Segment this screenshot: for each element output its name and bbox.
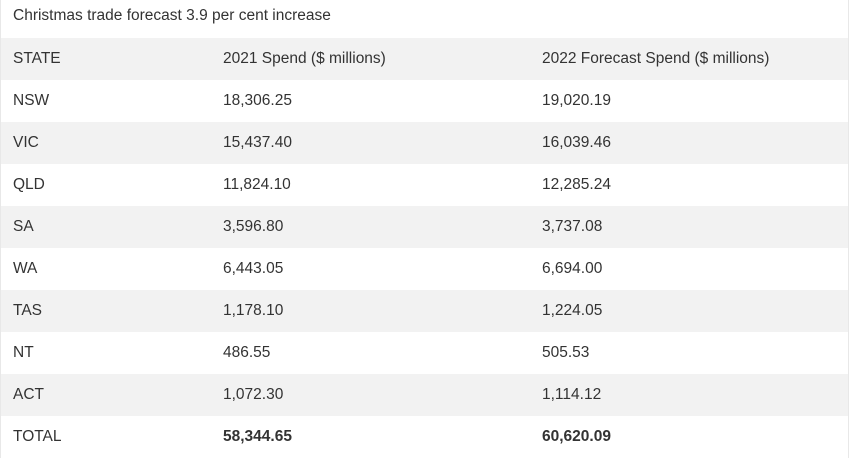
spend-2022-cell: 1,114.12 [530, 374, 848, 416]
column-header-2022-forecast: 2022 Forecast Spend ($ millions) [530, 38, 848, 80]
table-title: Christmas trade forecast 3.9 per cent in… [13, 7, 331, 24]
spend-2021-cell: 486.55 [211, 332, 530, 374]
table-row: NSW 18,306.25 19,020.19 [1, 80, 848, 122]
table-row: VIC 15,437.40 16,039.46 [1, 122, 848, 164]
spend-2022-cell: 6,694.00 [530, 248, 848, 290]
column-header-2021-spend: 2021 Spend ($ millions) [211, 38, 530, 80]
state-cell: TAS [1, 290, 211, 332]
spend-2022-cell: 3,737.08 [530, 206, 848, 248]
spend-2021-cell: 15,437.40 [211, 122, 530, 164]
spend-2021-cell: 11,824.10 [211, 164, 530, 206]
total-row: TOTAL 58,344.65 60,620.09 [1, 416, 848, 458]
spend-2021-cell: 18,306.25 [211, 80, 530, 122]
spend-2022-cell: 16,039.46 [530, 122, 848, 164]
total-2021-cell: 58,344.65 [211, 416, 530, 458]
spend-2022-cell: 19,020.19 [530, 80, 848, 122]
table-header-row: STATE 2021 Spend ($ millions) 2022 Forec… [1, 38, 848, 80]
state-cell: ACT [1, 374, 211, 416]
table-body: NSW 18,306.25 19,020.19 VIC 15,437.40 16,039.… [1, 80, 848, 458]
state-cell: NT [1, 332, 211, 374]
state-cell: WA [1, 248, 211, 290]
spend-2021-cell: 1,178.10 [211, 290, 530, 332]
state-cell: NSW [1, 80, 211, 122]
table-row: TAS 1,178.10 1,224.05 [1, 290, 848, 332]
state-cell: QLD [1, 164, 211, 206]
total-label-cell: TOTAL [1, 416, 211, 458]
spend-2022-cell: 12,285.24 [530, 164, 848, 206]
table-row: WA 6,443.05 6,694.00 [1, 248, 848, 290]
forecast-table: STATE 2021 Spend ($ millions) 2022 Forec… [1, 38, 848, 458]
table-row: QLD 11,824.10 12,285.24 [1, 164, 848, 206]
state-cell: SA [1, 206, 211, 248]
table-row: SA 3,596.80 3,737.08 [1, 206, 848, 248]
table-row: NT 486.55 505.53 [1, 332, 848, 374]
spend-2021-cell: 3,596.80 [211, 206, 530, 248]
spend-2022-cell: 505.53 [530, 332, 848, 374]
column-header-state: STATE [1, 38, 211, 80]
state-cell: VIC [1, 122, 211, 164]
spend-2021-cell: 6,443.05 [211, 248, 530, 290]
spend-2021-cell: 1,072.30 [211, 374, 530, 416]
total-2022-cell: 60,620.09 [530, 416, 848, 458]
spend-2022-cell: 1,224.05 [530, 290, 848, 332]
table-row: ACT 1,072.30 1,114.12 [1, 374, 848, 416]
